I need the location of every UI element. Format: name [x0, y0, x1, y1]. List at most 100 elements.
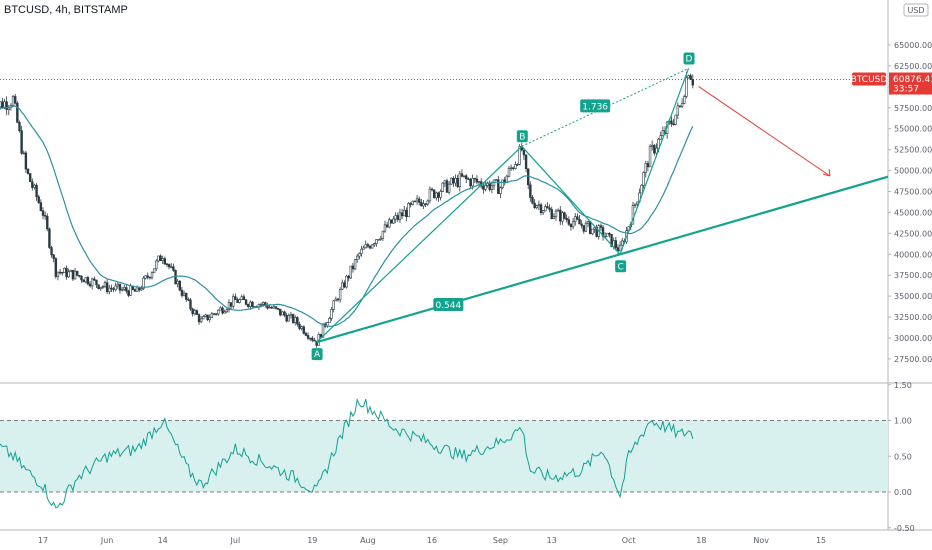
candle-body — [563, 212, 566, 219]
candle-body — [108, 287, 111, 293]
candle-body — [264, 302, 267, 306]
candle-body — [507, 168, 511, 177]
candle-body — [633, 203, 637, 206]
price-tick-label: 62500.00 — [894, 62, 932, 71]
candle-body — [599, 225, 603, 228]
candle-body — [73, 270, 77, 280]
pattern-point-label: C — [617, 262, 623, 272]
candle-body — [285, 315, 288, 322]
candle-body — [195, 310, 199, 315]
candle-body — [610, 233, 613, 247]
candle-body — [497, 179, 500, 194]
candle-body — [5, 101, 8, 110]
candle-body — [176, 280, 179, 285]
osc-band — [0, 420, 888, 492]
candle-body — [580, 223, 583, 226]
candle-body — [127, 290, 130, 296]
candle-body — [221, 307, 224, 314]
candle-body — [289, 314, 293, 317]
currency-label-box — [903, 3, 929, 17]
candle-body — [465, 175, 468, 180]
candle-body — [236, 299, 239, 303]
currency-label: USD — [907, 6, 924, 15]
candle-body — [394, 215, 397, 220]
pattern-point-b[interactable] — [516, 130, 528, 143]
ratio-label-bd[interactable] — [580, 99, 611, 113]
candle-body — [473, 177, 476, 180]
time-axis-label: 15 — [816, 536, 826, 545]
candle-body — [383, 224, 387, 232]
candle-body — [232, 296, 235, 307]
pattern-point-a[interactable] — [311, 348, 323, 361]
candle-body — [373, 243, 376, 246]
pattern-point-label: D — [686, 54, 693, 64]
candle-body — [458, 173, 462, 188]
ratio-label-text: 1.736 — [582, 102, 608, 112]
candle-body — [385, 224, 389, 228]
candle-body — [546, 206, 549, 209]
candle-body — [313, 339, 316, 342]
candle-body — [14, 96, 17, 104]
candle-body — [125, 287, 128, 292]
candle-body — [244, 299, 248, 305]
candle-body — [219, 307, 222, 311]
candle-body — [202, 316, 205, 320]
candle-body — [565, 218, 568, 220]
candle-body — [439, 191, 442, 198]
candle-body — [407, 203, 410, 218]
candle-body — [276, 307, 280, 310]
candle-body — [676, 105, 680, 116]
time-axis-label: 13 — [547, 536, 557, 545]
candle-body — [135, 286, 139, 292]
candle-body — [424, 203, 427, 205]
candle-body — [606, 232, 609, 237]
candle-body — [129, 285, 132, 296]
candle-body — [644, 163, 647, 173]
candle-body — [283, 311, 286, 316]
candle-body — [456, 178, 459, 188]
candle-body — [659, 135, 662, 140]
candle-body — [381, 230, 385, 239]
candle-body — [114, 285, 117, 290]
candle-body — [680, 103, 684, 107]
candle-body — [683, 96, 686, 104]
candle-body — [441, 182, 444, 192]
candle-body — [97, 284, 100, 289]
candle-body — [364, 244, 367, 249]
candle-body — [567, 219, 571, 225]
candle-body — [428, 188, 432, 202]
candle-body — [415, 198, 419, 202]
candle-body — [467, 178, 470, 180]
candle-body — [247, 304, 250, 307]
candle-body — [142, 277, 145, 289]
candle-body — [537, 204, 541, 206]
candle-body — [375, 239, 378, 245]
pattern-point-c[interactable] — [615, 260, 627, 273]
candle-body — [287, 315, 291, 322]
osc-tick-label: -0.50 — [894, 524, 915, 533]
candle-body — [20, 130, 23, 154]
pattern-point-d[interactable] — [683, 52, 695, 65]
candle-body — [274, 306, 278, 309]
candle-body — [259, 304, 263, 306]
candle-body — [420, 202, 423, 207]
price-tick-label: 52500.00 — [894, 146, 932, 155]
candle-body — [490, 185, 494, 190]
candle-body — [93, 278, 96, 281]
candle-body — [217, 309, 220, 315]
support-trendline[interactable] — [316, 175, 889, 344]
candle-body — [144, 275, 147, 279]
current-price-text: 60876.43 — [893, 75, 932, 85]
candle-body — [475, 178, 479, 183]
price-tick-label: 30000.00 — [894, 334, 932, 343]
candle-body — [516, 164, 519, 166]
candle-body — [206, 314, 209, 321]
candle-body — [621, 240, 624, 246]
candle-body — [653, 144, 656, 154]
candle-body — [298, 323, 301, 329]
candle-body — [120, 288, 124, 291]
candle-body — [191, 308, 194, 315]
candle-body — [672, 123, 675, 126]
ratio-label-ac[interactable] — [433, 298, 464, 312]
